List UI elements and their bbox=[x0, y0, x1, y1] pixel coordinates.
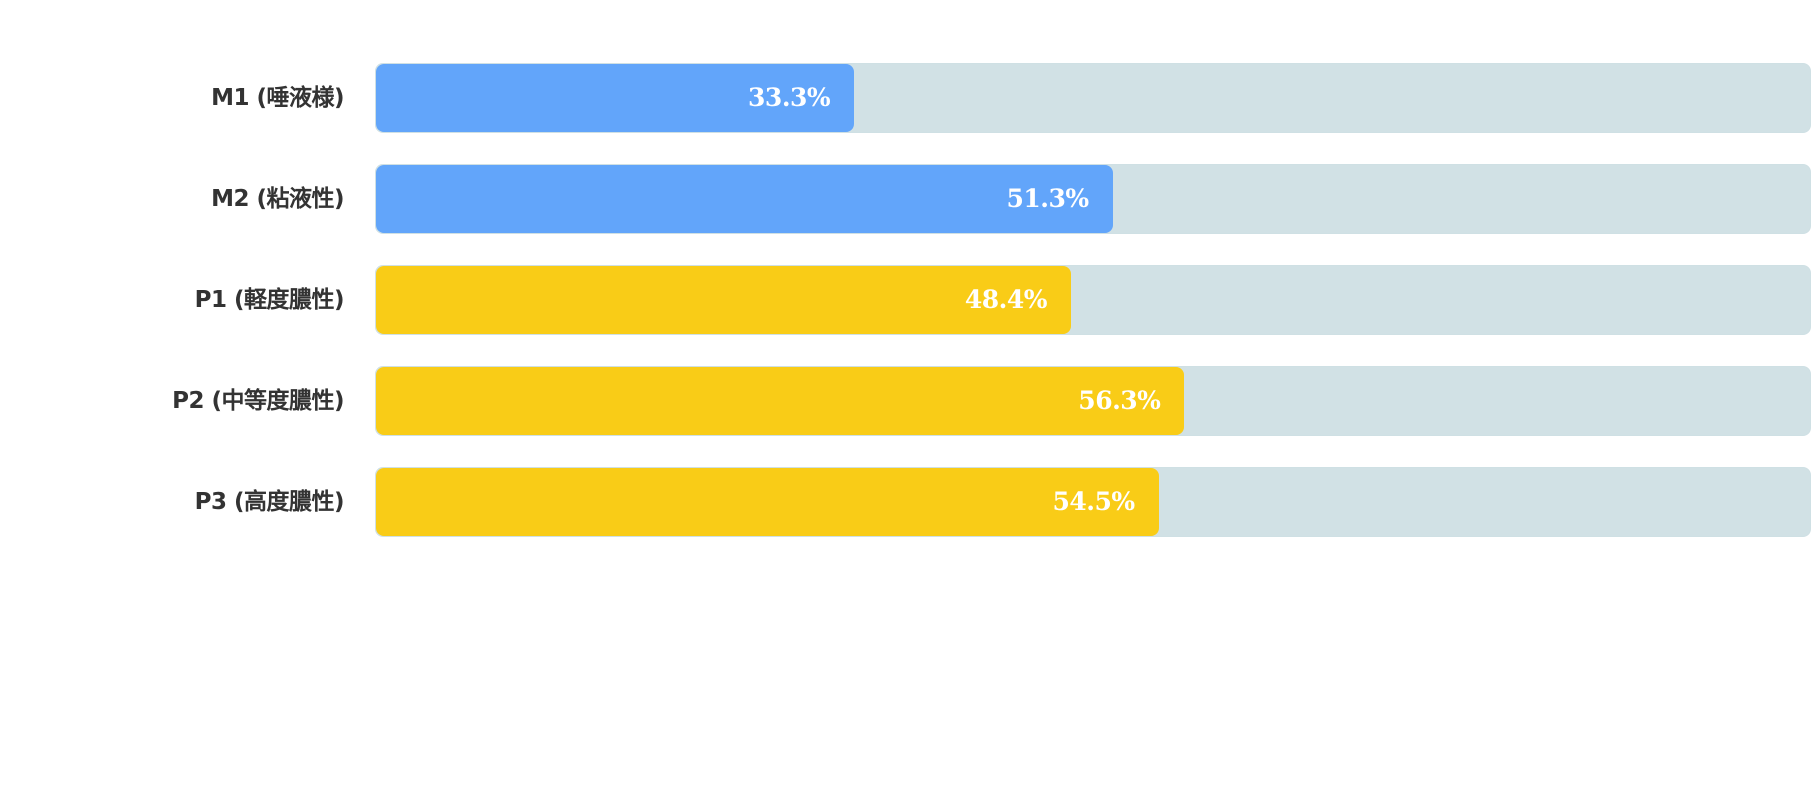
category-label: P1 (軽度膿性) bbox=[194, 287, 345, 313]
bar-track: 56.3% bbox=[375, 366, 1811, 436]
value-label: 56.3% bbox=[1078, 386, 1161, 415]
bar-track: 54.5% bbox=[375, 467, 1811, 537]
bar-row: P2 (中等度膿性) 56.3% bbox=[0, 366, 1812, 436]
value-label: 33.3% bbox=[748, 83, 831, 112]
bar: 48.4% bbox=[376, 266, 1072, 334]
bar-row: M2 (粘液性) 51.3% bbox=[0, 164, 1812, 234]
bar-track: 33.3% bbox=[375, 63, 1811, 133]
bar: 51.3% bbox=[376, 165, 1113, 233]
value-label: 51.3% bbox=[1006, 184, 1090, 213]
category-label: M2 (粘液性) bbox=[211, 186, 344, 212]
category-label: M1 (唾液様) bbox=[211, 85, 344, 111]
category-label: P3 (高度膿性) bbox=[194, 489, 345, 515]
bar: 33.3% bbox=[376, 64, 855, 132]
bar-track: 48.4% bbox=[375, 265, 1811, 335]
bar-row: P1 (軽度膿性) 48.4% bbox=[0, 265, 1812, 335]
bar: 54.5% bbox=[376, 468, 1159, 536]
value-label: 54.5% bbox=[1052, 487, 1135, 516]
bar: 56.3% bbox=[376, 367, 1185, 435]
bar-row: M1 (唾液様) 33.3% bbox=[0, 63, 1812, 133]
bar-track: 51.3% bbox=[375, 164, 1811, 234]
category-label: P2 (中等度膿性) bbox=[172, 388, 344, 414]
value-label: 48.4% bbox=[964, 285, 1048, 314]
bar-row: P3 (高度膿性) 54.5% bbox=[0, 467, 1812, 537]
